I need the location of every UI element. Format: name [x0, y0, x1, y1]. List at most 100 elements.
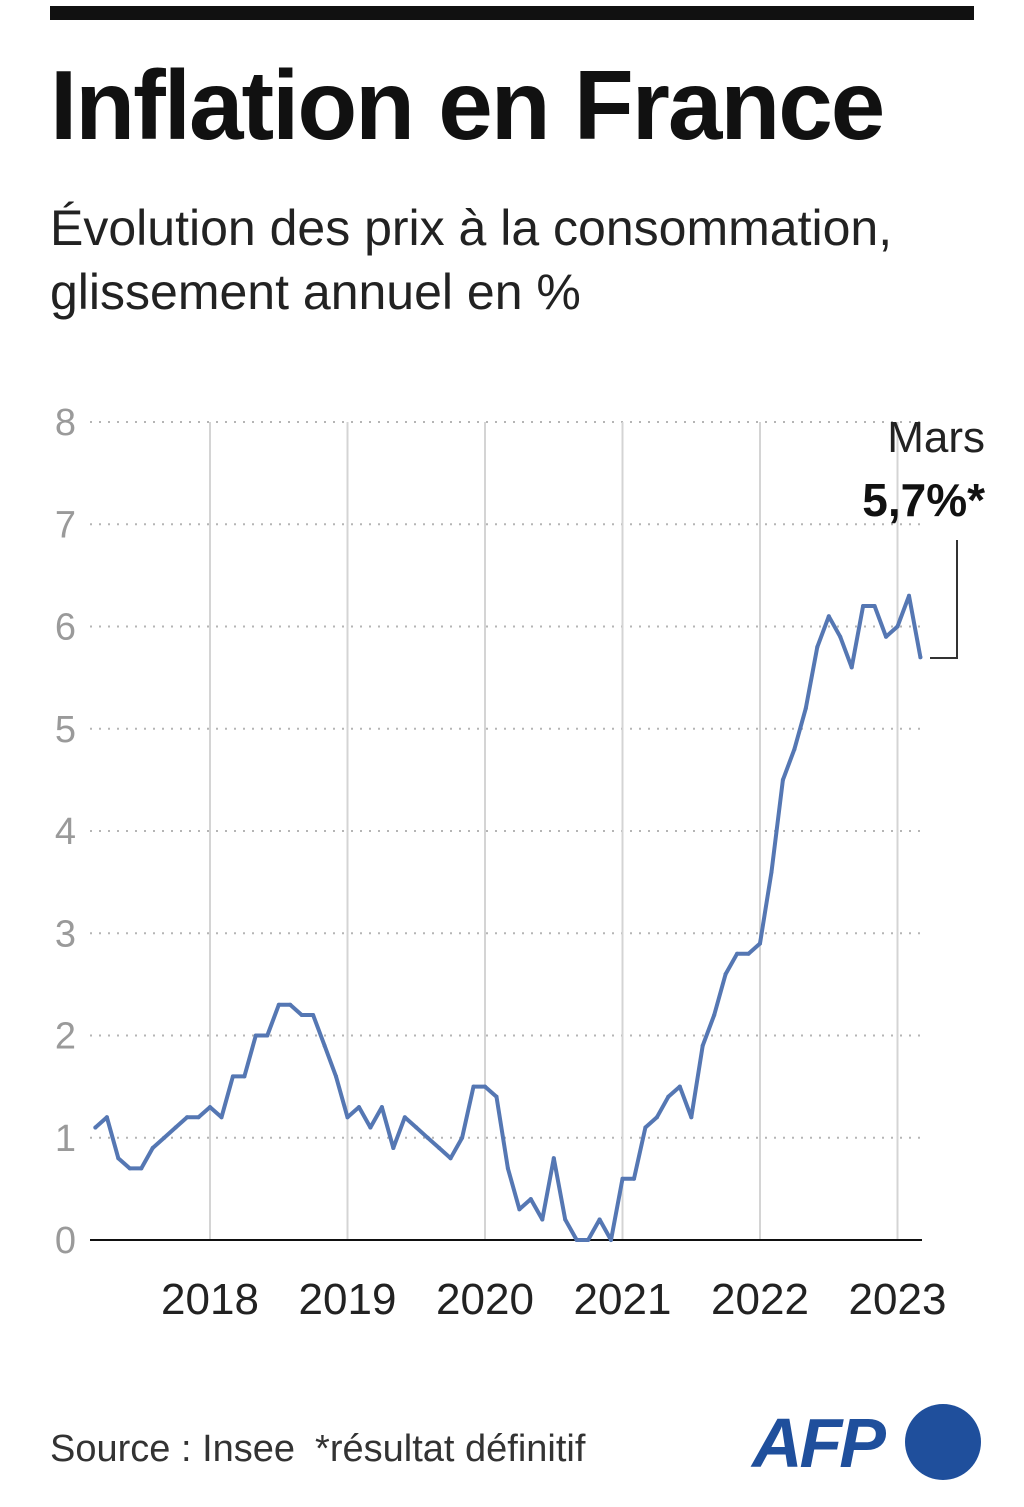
x-tick-label: 2022: [711, 1275, 809, 1320]
data-point: [540, 1217, 545, 1222]
data-point: [368, 1125, 373, 1130]
y-tick-label: 0: [55, 1220, 76, 1262]
y-tick-label: 8: [55, 402, 76, 444]
data-point: [632, 1176, 636, 1181]
data-point: [185, 1115, 190, 1120]
data-point: [517, 1207, 522, 1212]
annotation-bracket: [930, 540, 958, 659]
data-point: [414, 1125, 419, 1130]
data-point: [918, 655, 923, 660]
data-point: [391, 1146, 396, 1150]
data-points: [93, 593, 923, 1242]
data-point: [586, 1238, 591, 1242]
data-point: [884, 634, 888, 639]
data-point: [448, 1156, 453, 1161]
source-text: Source : Insee: [50, 1428, 296, 1470]
data-point: [219, 1115, 224, 1120]
data-point: [803, 706, 808, 711]
data-point: [334, 1074, 338, 1079]
x-tick-label: 2019: [299, 1275, 397, 1320]
top-rule: [50, 6, 974, 20]
y-tick-label: 7: [55, 504, 76, 546]
data-point: [563, 1217, 568, 1222]
data-point: [494, 1094, 499, 1099]
data-point: [208, 1105, 212, 1110]
data-point: [872, 604, 877, 608]
y-tick-label: 3: [55, 913, 76, 955]
data-point: [895, 624, 900, 629]
data-point: [643, 1125, 648, 1130]
data-point: [196, 1115, 201, 1120]
data-point: [826, 614, 831, 619]
data-point: [116, 1156, 121, 1161]
data-point: [288, 1002, 293, 1007]
data-point: [505, 1166, 510, 1171]
y-tick-label: 4: [55, 811, 76, 853]
data-point: [173, 1125, 178, 1130]
data-point: [460, 1135, 465, 1140]
data-point: [127, 1166, 132, 1171]
data-point: [620, 1176, 625, 1181]
data-point: [746, 951, 751, 956]
y-tick-label: 6: [55, 607, 76, 649]
data-point: [425, 1135, 430, 1140]
data-point: [769, 869, 774, 874]
data-point: [437, 1146, 442, 1150]
x-axis: 2018 2019 2020 2021 2022 2023: [161, 1275, 946, 1320]
data-point: [689, 1115, 694, 1120]
x-tick-label: 2018: [161, 1275, 259, 1320]
data-point: [861, 604, 866, 608]
source-line: Source : Insee *résultat définitif: [50, 1428, 585, 1471]
chart-subtitle: Évolution des prix à la consommation, gl…: [50, 200, 893, 320]
x-tick-label: 2021: [574, 1275, 672, 1320]
data-point: [379, 1105, 384, 1110]
y-axis: 0 1 2 3 4 5 6 7 8: [55, 402, 76, 1262]
x-tick-label: 2023: [849, 1275, 947, 1320]
data-point: [299, 1013, 304, 1017]
annotation-value: 5,7%*: [862, 474, 985, 526]
afp-logo-circle: [905, 1404, 981, 1480]
data-point: [322, 1043, 327, 1048]
data-point: [666, 1094, 671, 1099]
data-point: [150, 1146, 155, 1150]
data-point: [723, 972, 728, 977]
data-point: [242, 1074, 247, 1079]
footnote-text: *résultat définitif: [315, 1428, 586, 1470]
data-point: [815, 645, 820, 649]
y-tick-label: 2: [55, 1016, 76, 1058]
data-point: [345, 1115, 350, 1120]
afp-logo: AFP: [752, 1404, 982, 1486]
x-tick-label: 2020: [436, 1275, 534, 1320]
data-point: [735, 951, 740, 956]
data-point: [230, 1074, 235, 1079]
data-point: [838, 634, 843, 639]
data-point: [311, 1013, 316, 1017]
data-point: [551, 1156, 556, 1161]
data-point: [597, 1217, 602, 1222]
data-point: [654, 1115, 659, 1120]
data-point: [162, 1135, 167, 1140]
y-tick-label: 1: [55, 1118, 76, 1160]
data-point: [139, 1166, 144, 1171]
data-point: [609, 1238, 613, 1242]
annotation-month: Mars: [887, 413, 985, 462]
data-point: [276, 1002, 281, 1007]
series-line: [93, 593, 923, 1242]
y-tick-label: 5: [55, 709, 76, 751]
data-point: [402, 1115, 407, 1120]
afp-logo-text: AFP: [752, 1404, 886, 1482]
grid: [90, 421, 922, 1240]
chart-title: Inflation en France: [50, 50, 885, 160]
data-point: [93, 1125, 98, 1130]
data-point: [528, 1197, 533, 1202]
data-point: [758, 941, 762, 946]
data-point: [849, 665, 854, 670]
data-point: [483, 1084, 487, 1089]
data-point: [357, 1105, 361, 1110]
data-point: [104, 1115, 109, 1120]
data-point: [677, 1084, 682, 1089]
data-point: [780, 777, 785, 782]
data-point: [471, 1084, 476, 1089]
data-point: [253, 1033, 258, 1038]
